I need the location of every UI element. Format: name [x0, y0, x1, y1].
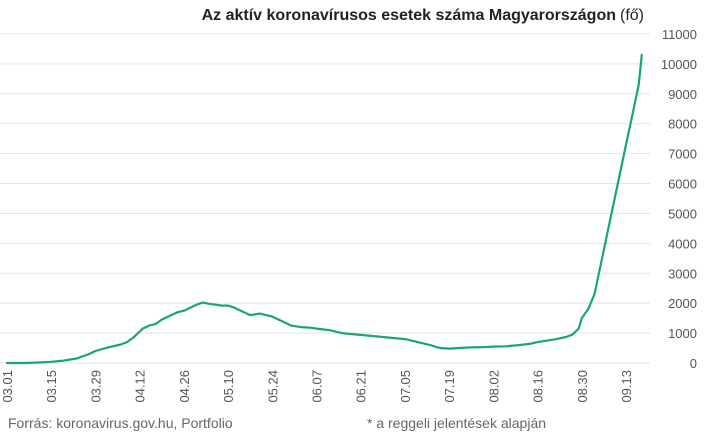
y-tick-label: 0 — [690, 356, 697, 371]
x-tick-label: 03.15 — [44, 370, 59, 403]
y-tick-label: 5000 — [668, 206, 697, 221]
footnote: * a reggeli jelentések alapján — [367, 415, 547, 431]
y-tick-label: 3000 — [668, 266, 697, 281]
x-axis-ticks: 03.01 03.15 03.29 04.12 04.26 05.10 05.24 06.07… — [0, 370, 634, 403]
chart-title-text: Az aktív koronavírusos esetek száma Magy… — [202, 7, 616, 24]
chart-title-unit: (fő) — [620, 7, 644, 24]
line-chart: Az aktív koronavírusos esetek száma Magy… — [0, 7, 697, 403]
x-tick-label: 08.16 — [531, 370, 546, 403]
y-tick-label: 10000 — [661, 57, 697, 72]
x-tick-label: 04.26 — [177, 370, 192, 403]
y-tick-label: 11000 — [662, 27, 697, 42]
x-tick-label: 05.24 — [265, 370, 280, 403]
y-tick-label: 7000 — [668, 147, 697, 162]
x-tick-label: 07.05 — [398, 370, 413, 403]
y-tick-label: 2000 — [668, 296, 697, 311]
source-note: Forrás: koronavirus.gov.hu, Portfolio — [8, 415, 233, 431]
series-line — [5, 53, 643, 365]
x-tick-label: 08.30 — [575, 370, 590, 403]
y-axis-ticks: 0 1000 2000 3000 4000 5000 6000 7000 8000 9000 100… — [661, 27, 697, 371]
x-tick-label: 08.02 — [486, 370, 501, 403]
x-tick-label: 05.10 — [221, 370, 236, 403]
y-tick-label: 4000 — [668, 236, 697, 251]
x-tick-label: 03.01 — [0, 370, 15, 403]
chart-title: Az aktív koronavírusos esetek száma Magy… — [202, 7, 644, 24]
x-tick-label: 07.19 — [442, 370, 457, 403]
y-tick-label: 6000 — [668, 177, 697, 192]
y-tick-label: 9000 — [668, 87, 697, 102]
y-tick-label: 8000 — [668, 117, 697, 132]
x-tick-label: 06.21 — [354, 370, 369, 403]
x-tick-label: 03.29 — [88, 370, 103, 403]
series-layer — [5, 53, 643, 365]
x-tick-label: 06.07 — [310, 370, 325, 403]
y-tick-label: 1000 — [668, 326, 697, 341]
x-tick-label: 09.13 — [619, 370, 634, 403]
x-tick-label: 04.12 — [133, 370, 148, 403]
gridlines — [0, 33, 650, 364]
